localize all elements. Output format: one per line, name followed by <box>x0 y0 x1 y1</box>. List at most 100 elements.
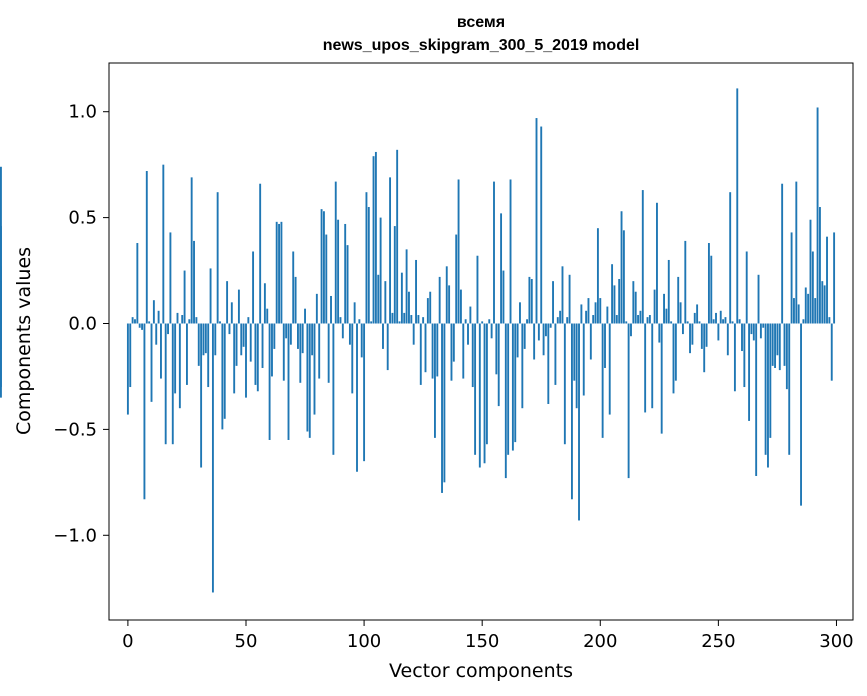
bar-component-151 <box>483 323 486 464</box>
bar-component-70 <box>292 251 295 324</box>
bar-component-287 <box>804 287 807 324</box>
bar-component-134 <box>443 323 446 483</box>
bar-component-72 <box>297 323 299 349</box>
bar-component-75 <box>304 308 306 324</box>
bar-component-272 <box>769 323 772 438</box>
bar-component-231 <box>672 323 675 394</box>
bar-component-185 <box>563 323 566 445</box>
bar-component-50 <box>245 323 247 398</box>
bar-component-15 <box>162 164 165 324</box>
bar-component-49 <box>242 323 245 347</box>
bar-component-160 <box>504 323 507 479</box>
bar-component-220 <box>646 317 649 324</box>
bar-component-198 <box>594 302 597 324</box>
bar-component-245 <box>705 323 708 347</box>
y-tick-label: 0.5 <box>68 208 97 229</box>
bar-component-85 <box>327 323 330 383</box>
bar-component-161 <box>507 323 510 455</box>
bar-component-254 <box>726 323 729 356</box>
bar-component-181 <box>554 323 557 385</box>
bar-component-274 <box>774 323 776 368</box>
bar-component-62 <box>273 323 276 349</box>
bar-component-38 <box>216 192 219 324</box>
bar-component-30 <box>197 323 200 366</box>
bar-component-148 <box>476 255 479 324</box>
bar-component-11 <box>152 300 155 324</box>
bar-component-205 <box>611 264 614 324</box>
bar-component-54 <box>254 323 257 385</box>
bar-component-124 <box>419 323 422 385</box>
bar-component-242 <box>698 321 701 324</box>
y-tick-label: −1.0 <box>53 525 97 546</box>
bar-component-29 <box>195 317 198 324</box>
bar-component-211 <box>625 321 628 324</box>
bar-component-133 <box>441 323 443 493</box>
bar-component-159 <box>502 270 505 324</box>
chart-title-word: всемя <box>457 14 505 31</box>
bar-component-78 <box>311 323 314 356</box>
bar-component-20 <box>174 323 177 394</box>
bar-component-212 <box>627 323 630 479</box>
bar-component-246 <box>707 243 710 324</box>
bar-component-193 <box>582 323 585 396</box>
bar-component-10 <box>150 323 153 402</box>
bar-component-105 <box>374 151 377 324</box>
bar-component-271 <box>767 323 769 468</box>
bar-component-188 <box>570 323 573 500</box>
bar-component-12 <box>155 323 158 345</box>
chart-title-model: news_upos_skipgram_300_5_2019 model <box>323 37 640 54</box>
bar-component-112 <box>391 312 394 324</box>
bar-component-40 <box>221 323 224 430</box>
bar-component-292 <box>816 107 819 324</box>
bar-component-221 <box>648 315 651 324</box>
bar-component-192 <box>580 304 583 324</box>
bar-component-222 <box>651 323 654 409</box>
bar-component-290 <box>811 251 814 324</box>
bar-component-285 <box>800 323 802 506</box>
bar-component-281 <box>790 232 793 324</box>
bar-component-52 <box>249 323 252 362</box>
bar-component-130 <box>434 323 436 438</box>
bar-component-150 <box>481 321 484 324</box>
bar-component-64 <box>278 223 280 324</box>
bar-component-235 <box>682 323 684 335</box>
bar-component-200 <box>599 298 602 324</box>
bar-component-31 <box>200 323 203 468</box>
bar-component-178 <box>547 323 550 404</box>
bar-component-275 <box>776 323 779 356</box>
bar-component-238 <box>689 323 691 354</box>
bar-component-undefined <box>0 323 2 388</box>
bar-component-279 <box>785 323 788 390</box>
bar-component-67 <box>285 323 288 339</box>
bar-component-256 <box>731 321 734 324</box>
bar-component-260 <box>741 323 743 352</box>
bar-component-27 <box>190 177 193 324</box>
y-tick-label: −0.5 <box>53 419 97 440</box>
bar-component-155 <box>493 181 495 324</box>
bar-component-215 <box>634 291 637 324</box>
plot-frame <box>108 62 854 621</box>
bar-component-291 <box>814 298 817 324</box>
bar-component-56 <box>259 183 262 324</box>
bar-series <box>0 88 836 593</box>
bar-component-244 <box>703 323 706 373</box>
bar-component-116 <box>400 272 403 324</box>
bar-component-104 <box>372 156 375 324</box>
bar-component-273 <box>771 323 774 366</box>
bar-component-158 <box>500 213 503 324</box>
bar-component-210 <box>622 230 625 324</box>
bar-component-229 <box>667 259 670 324</box>
bar-component-283 <box>795 181 798 324</box>
bar-component-282 <box>793 298 795 324</box>
bar-component-203 <box>606 306 609 324</box>
bar-component-74 <box>301 323 304 354</box>
bar-component-41 <box>223 323 226 419</box>
bar-component-121 <box>412 323 415 345</box>
bar-component-2 <box>131 317 134 324</box>
bar-component-102 <box>367 207 370 324</box>
bar-component-undefined <box>0 281 2 324</box>
bar-component-107 <box>379 217 382 324</box>
bar-component-101 <box>365 192 368 324</box>
bar-component-270 <box>764 323 767 455</box>
bar-component-182 <box>556 317 559 324</box>
